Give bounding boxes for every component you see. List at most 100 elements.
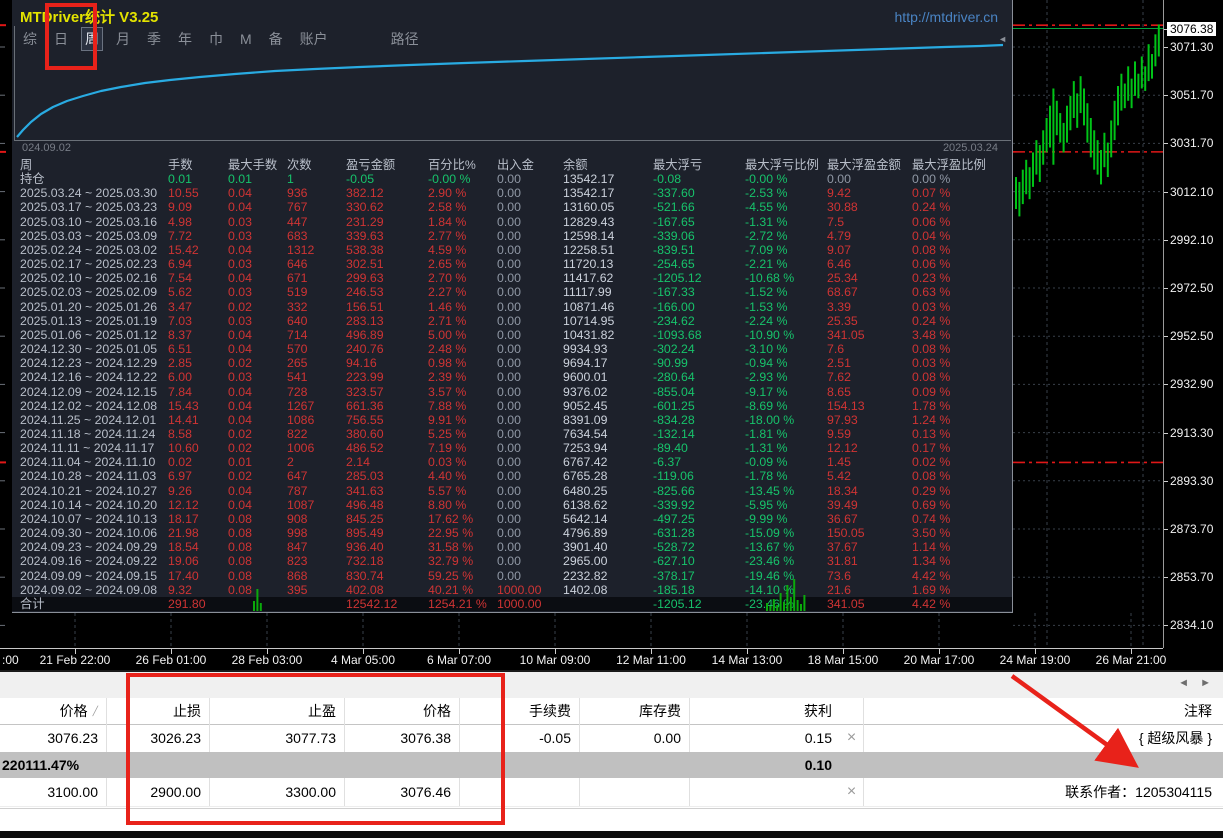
stats-row: 2024.09.30 ~ 2024.10.0621.980.08998895.4… <box>12 526 1012 540</box>
stats-cell: 223.99 <box>346 370 384 384</box>
stats-cell: 9694.17 <box>563 356 607 370</box>
stats-cell: 0.00 <box>497 243 521 257</box>
stats-cell: 0.00 <box>827 172 851 186</box>
stats-row-label: 2024.09.23 ~ 2024.09.29 <box>20 540 157 554</box>
stats-cell: -601.25 <box>653 399 695 413</box>
stats-cell: 647 <box>287 469 308 483</box>
scroll-right-icon[interactable]: ► <box>1200 677 1211 689</box>
price-tick <box>1164 288 1168 289</box>
stats-cell: 341.63 <box>346 484 384 498</box>
stats-cell: -528.72 <box>653 540 695 554</box>
stats-cell: 341.05 <box>827 328 865 342</box>
stats-cell: 1267 <box>287 399 314 413</box>
close-order-button[interactable]: × <box>840 778 864 806</box>
stats-cell: 0.00 <box>497 484 521 498</box>
stats-row-label: 2024.10.14 ~ 2024.10.20 <box>20 498 157 512</box>
panel-title: MTDriver统计 V3.25 <box>20 6 158 27</box>
equity-start-date-label: 024.09.02 <box>22 142 71 154</box>
trade-cell-price: 3100.00 <box>0 778 107 806</box>
stats-cell: 283.13 <box>346 314 384 328</box>
stats-cell: 7253.94 <box>563 441 607 455</box>
stats-cell: 570 <box>287 342 308 356</box>
stats-cell: 4796.89 <box>563 526 607 540</box>
stats-cell: 0.04 <box>228 271 252 285</box>
stats-cell: 0.00 <box>497 356 521 370</box>
stats-cell: 671 <box>287 271 308 285</box>
stats-cell: -7.09 % <box>745 243 787 257</box>
account-summary-text: 220111.47% <box>0 752 300 778</box>
trade-row[interactable]: 3100.002900.003300.003076.46×联系作者：120530… <box>0 778 1223 807</box>
trade-cell-sl: 2900.00 <box>127 778 210 806</box>
stats-cell: 1.24 % <box>912 413 950 427</box>
time-label: 21 Feb 22:00 <box>40 653 111 667</box>
stats-cell: 19.06 <box>168 554 199 568</box>
stats-row-label: 2025.03.24 ~ 2025.03.30 <box>20 186 157 200</box>
stats-cell: 0.03 <box>228 215 252 229</box>
stats-cell: 0.00 <box>497 200 521 214</box>
stats-cell: -90.99 <box>653 356 688 370</box>
stats-cell: 37.67 <box>827 540 858 554</box>
stats-row: 2025.01.13 ~ 2025.01.197.030.03640283.13… <box>12 314 1012 328</box>
stats-cell: 2232.82 <box>563 569 607 583</box>
stats-cell: 7.6 <box>827 342 844 356</box>
stats-header-row: 周手数最大手数次数盈亏金额百分比%出入金余额最大浮亏最大浮亏比例最大浮盈金额最大… <box>12 158 1012 172</box>
trade-summary-row[interactable]: 220111.47%0.10 <box>0 752 1223 778</box>
stats-cell: 5.25 % <box>428 427 466 441</box>
stats-cell: 25.35 <box>827 314 858 328</box>
stats-cell: 0.00 <box>497 257 521 271</box>
sort-indicator-icon[interactable]: ╱ <box>93 706 98 717</box>
stats-cell: -2.21 % <box>745 257 787 271</box>
stats-row: 合计291.8012542.121254.21 %1000.00-1205.12… <box>12 597 1012 611</box>
stats-cell: 12.12 <box>168 498 199 512</box>
stats-cell: 7.72 <box>168 229 192 243</box>
scroll-left-icon[interactable]: ◄ <box>1178 677 1189 689</box>
stats-cell: 1000.00 <box>497 597 541 611</box>
stats-row-label: 2024.12.16 ~ 2024.12.22 <box>20 370 157 384</box>
stats-cell: 6.97 <box>168 469 192 483</box>
author-url-link[interactable]: http://mtdriver.cn <box>895 9 998 25</box>
stats-cell: 2 <box>287 455 294 469</box>
stats-cell: -10.68 % <box>745 271 794 285</box>
stats-cell: 6480.25 <box>563 484 607 498</box>
stats-cell: 302.51 <box>346 257 384 271</box>
stats-cell: 823 <box>287 554 308 568</box>
stats-cell: 908 <box>287 512 308 526</box>
stats-cell: 0.08 <box>228 526 252 540</box>
stats-cell: 0.06 % <box>912 257 950 271</box>
stats-cell: 0.04 <box>228 328 252 342</box>
close-order-button[interactable]: × <box>840 724 864 752</box>
trade-row[interactable]: 3076.233026.233077.733076.38-0.050.000.1… <box>0 724 1223 753</box>
stats-cell: -0.05 <box>346 172 374 186</box>
stats-cell: -14.10 % <box>745 583 794 597</box>
time-label: 26 Mar 21:00 <box>1096 653 1167 667</box>
trade-cell-comment: { 超级风暴 } <box>864 724 1220 752</box>
stats-cell: 0.02 <box>228 427 252 441</box>
stats-cell: 0.01 <box>228 455 252 469</box>
stats-cell: 936.40 <box>346 540 384 554</box>
stats-cell: -0.09 % <box>745 455 787 469</box>
trade-cell-gap2 <box>460 724 505 752</box>
stats-cell: 4.42 % <box>912 569 950 583</box>
stats-cell: -23.46 % <box>745 597 794 611</box>
stats-cell: 32.79 % <box>428 554 473 568</box>
stats-cell: 1.69 % <box>912 583 950 597</box>
stats-cell: 0.03 % <box>912 356 950 370</box>
stats-col-header: 最大浮亏比例 <box>745 158 819 172</box>
stats-row-label: 2025.02.17 ~ 2025.02.23 <box>20 257 157 271</box>
stats-row: 持仓0.010.011-0.05-0.00 %0.0013542.17-0.08… <box>12 172 1012 186</box>
stats-cell: 0.00 <box>497 413 521 427</box>
stats-cell: 2.70 % <box>428 271 466 285</box>
trade-cell-comment: 联系作者：1205304115 <box>864 778 1220 806</box>
stats-cell: 0.02 <box>168 455 192 469</box>
price-tick <box>1164 47 1168 48</box>
price-tick <box>1164 529 1168 530</box>
price-axis[interactable]: 3076.383071.303051.703031.703012.102992.… <box>1163 0 1223 648</box>
time-axis[interactable]: :0021 Feb 22:0026 Feb 01:0028 Feb 03:004… <box>0 648 1163 671</box>
stats-row-label: 2024.10.21 ~ 2024.10.27 <box>20 484 157 498</box>
stats-row: 2024.12.30 ~ 2025.01.056.510.04570240.76… <box>12 342 1012 356</box>
stats-cell: -18.00 % <box>745 413 794 427</box>
price-label: 2913.30 <box>1170 426 1213 440</box>
stats-cell: 6.00 <box>168 370 192 384</box>
stats-cell: 240.76 <box>346 342 384 356</box>
stats-cell: 0.08 % <box>912 342 950 356</box>
